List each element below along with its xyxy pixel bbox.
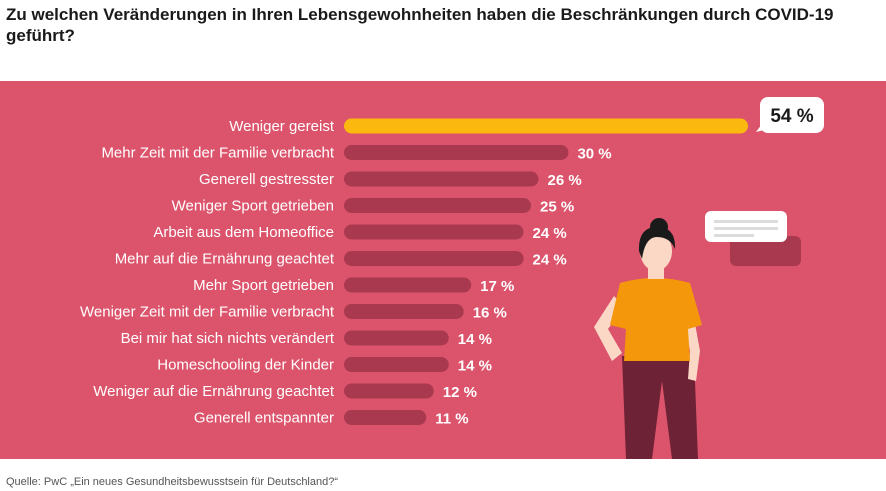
bar bbox=[344, 410, 427, 425]
woman-illustration bbox=[594, 211, 801, 459]
bar bbox=[344, 277, 472, 293]
bar bbox=[344, 198, 532, 213]
bar bbox=[344, 304, 464, 319]
bar bbox=[344, 145, 569, 160]
value-label: 12 % bbox=[443, 384, 477, 401]
value-label: 24 % bbox=[533, 225, 567, 242]
category-label: Bei mir hat sich nichts verändert bbox=[121, 330, 335, 347]
value-label: 16 % bbox=[473, 305, 507, 322]
bar bbox=[344, 118, 748, 134]
value-label: 25 % bbox=[540, 199, 574, 216]
value-label: 17 % bbox=[480, 278, 514, 295]
bar-chart: Weniger gereist 54 % Mehr Zeit mit der Fam… bbox=[80, 97, 824, 459]
chart-title: Zu welchen Veränderungen in Ihren Lebens… bbox=[6, 5, 834, 45]
source-note: Quelle: PwC „Ein neues Gesundheitsbewuss… bbox=[6, 476, 339, 488]
bar bbox=[344, 330, 449, 346]
bar bbox=[344, 383, 434, 399]
highlight-value-box-tail bbox=[756, 124, 772, 132]
value-label: 11 % bbox=[435, 411, 468, 428]
bar bbox=[344, 224, 524, 240]
bar bbox=[344, 357, 449, 372]
category-label: Mehr Sport getrieben bbox=[193, 277, 334, 294]
category-label: Generell gestresster bbox=[199, 171, 334, 188]
category-label: Weniger Sport getrieben bbox=[172, 198, 334, 215]
category-label: Homeschooling der Kinder bbox=[157, 357, 334, 374]
category-label: Arbeit aus dem Homeoffice bbox=[153, 224, 334, 241]
category-label: Mehr Zeit mit der Familie verbracht bbox=[101, 145, 334, 162]
bar bbox=[344, 171, 539, 187]
value-label: 14 % bbox=[458, 358, 492, 375]
value-label: 30 % bbox=[577, 146, 611, 163]
value-label: 54 % bbox=[770, 106, 813, 127]
value-label: 24 % bbox=[533, 252, 567, 269]
category-label: Generell entspannter bbox=[194, 410, 334, 427]
category-label: Weniger gereist bbox=[229, 118, 335, 135]
bar bbox=[344, 251, 524, 266]
category-label: Weniger Zeit mit der Familie verbracht bbox=[80, 304, 335, 321]
value-label: 14 % bbox=[458, 331, 492, 348]
highlight-value-box bbox=[760, 97, 824, 133]
chart-panel bbox=[0, 81, 886, 459]
category-label: Mehr auf die Ernährung geachtet bbox=[115, 251, 335, 268]
speech-bubble-icon bbox=[705, 211, 787, 242]
value-label: 26 % bbox=[548, 172, 582, 189]
speech-bubble-back-icon bbox=[730, 236, 801, 266]
category-label: Weniger auf die Ernährung geachtet bbox=[93, 383, 335, 400]
